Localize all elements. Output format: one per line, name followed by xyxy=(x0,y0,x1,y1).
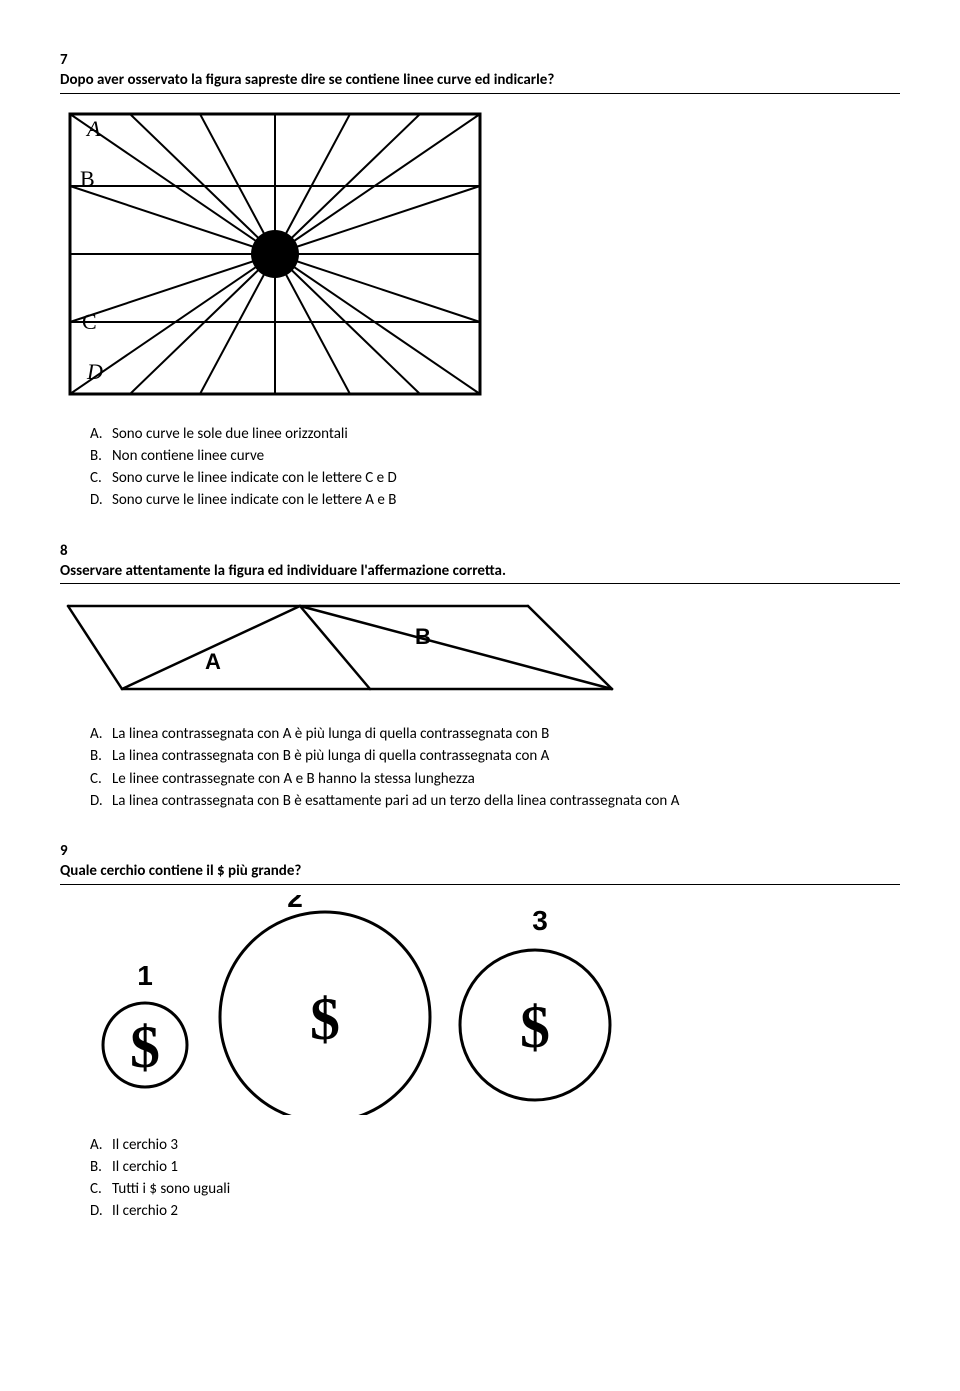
q8-option-b: B.La linea contrassegnata con B è più lu… xyxy=(90,746,900,766)
svg-text:$: $ xyxy=(310,986,340,1052)
question-9-number: 9 xyxy=(60,841,900,861)
question-9-figure: 1 $2 $3 $ xyxy=(60,895,900,1115)
q9-option-b: B.Il cerchio 1 xyxy=(90,1157,900,1177)
svg-text:3: 3 xyxy=(532,905,548,936)
svg-text:A: A xyxy=(205,649,221,674)
question-7-options: A.Sono curve le sole due linee orizzonta… xyxy=(90,424,900,511)
fig-9-svg: 1 $2 $3 $ xyxy=(60,895,640,1115)
q7-option-b: B.Non contiene linee curve xyxy=(90,446,900,466)
q7-option-c: C.Sono curve le linee indicate con le le… xyxy=(90,468,900,488)
question-9-options: A.Il cerchio 3 B.Il cerchio 1 C.Tutti i … xyxy=(90,1135,900,1222)
svg-text:A: A xyxy=(85,116,101,141)
question-7-figure: AB CD xyxy=(60,104,900,404)
question-7-number: 7 xyxy=(60,50,900,70)
svg-text:B: B xyxy=(415,624,431,649)
question-7: 7 Dopo aver osservato la figura sapreste… xyxy=(60,50,900,511)
svg-text:1: 1 xyxy=(137,960,153,991)
q7-option-a: A.Sono curve le sole due linee orizzonta… xyxy=(90,424,900,444)
question-9: 9 Quale cerchio contiene il $ più grande… xyxy=(60,841,900,1222)
q9-option-d: D.Il cerchio 2 xyxy=(90,1201,900,1221)
q9-option-c: C.Tutti i $ sono uguali xyxy=(90,1179,900,1199)
svg-text:$: $ xyxy=(520,994,550,1060)
fig-8-svg: AB xyxy=(60,594,620,704)
question-8: 8 Osservare attentamente la figura ed in… xyxy=(60,541,900,812)
question-8-figure: AB xyxy=(60,594,900,704)
svg-text:C: C xyxy=(82,309,97,334)
question-8-options: A.La linea contrassegnata con A è più lu… xyxy=(90,724,900,811)
svg-text:B: B xyxy=(80,166,95,191)
q8-option-a: A.La linea contrassegnata con A è più lu… xyxy=(90,724,900,744)
svg-text:2: 2 xyxy=(287,895,303,913)
question-8-text: Osservare attentamente la figura ed indi… xyxy=(60,562,506,582)
question-9-text: Quale cerchio contiene il $ più grande? xyxy=(60,862,301,882)
q9-option-a: A.Il cerchio 3 xyxy=(90,1135,900,1155)
question-8-number: 8 xyxy=(60,541,900,561)
question-7-text: Dopo aver osservato la figura sapreste d… xyxy=(60,70,900,93)
q7-option-d: D.Sono curve le linee indicate con le le… xyxy=(90,490,900,510)
svg-text:$: $ xyxy=(130,1014,160,1080)
fig-7-svg: AB CD xyxy=(60,104,490,404)
q8-option-c: C.Le linee contrassegnate con A e B hann… xyxy=(90,769,900,789)
svg-text:D: D xyxy=(86,359,103,384)
q8-option-d: D.La linea contrassegnata con B è esatta… xyxy=(90,791,900,811)
